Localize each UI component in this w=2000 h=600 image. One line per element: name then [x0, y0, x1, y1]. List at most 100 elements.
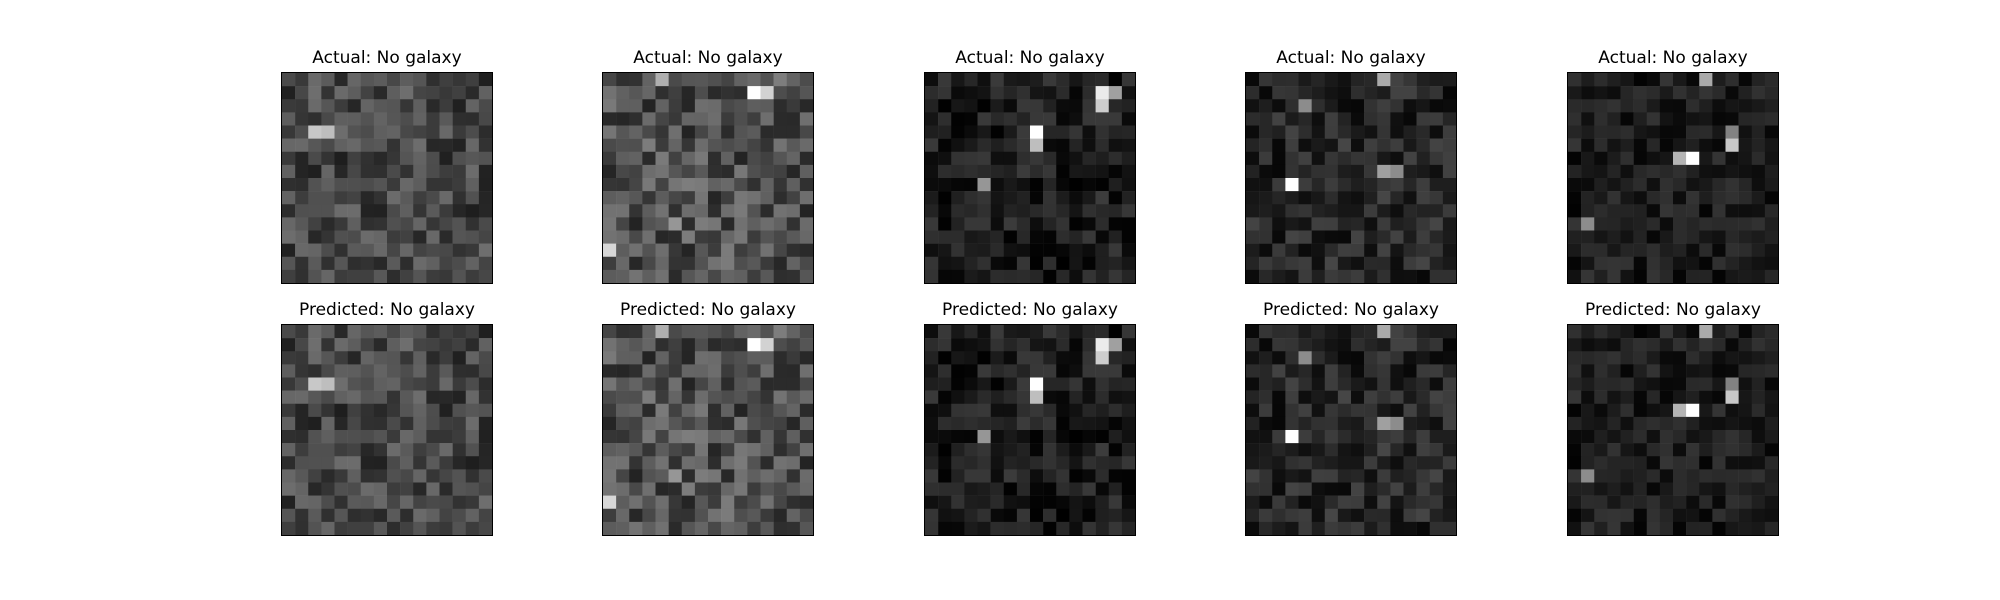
image-pixel [334, 351, 348, 365]
image-pixel [1285, 230, 1299, 244]
image-pixel [1246, 390, 1260, 405]
image-pixel [1751, 217, 1766, 231]
image-pixel [1285, 338, 1299, 352]
image-pixel [1311, 243, 1326, 258]
image-pixel [734, 138, 748, 153]
image-pixel [1725, 364, 1739, 378]
image-pixel [426, 443, 440, 457]
image-pixel [668, 377, 683, 391]
image-pixel [655, 495, 669, 510]
image-pixel [400, 521, 414, 535]
image-pixel [1246, 351, 1260, 365]
image-pixel [1725, 243, 1739, 258]
image-pixel [616, 112, 630, 126]
image-pixel [282, 430, 296, 444]
image-pixel [373, 403, 388, 418]
image-pixel [1298, 364, 1312, 378]
image-pixel [1594, 469, 1608, 483]
image-pixel [1108, 521, 1123, 535]
image-pixel [1699, 521, 1713, 535]
image-pixel [334, 377, 348, 391]
image-pixel [1416, 191, 1431, 205]
image-pixel [760, 377, 774, 391]
image-pixel [1442, 164, 1456, 179]
image-pixel [938, 443, 952, 457]
image-pixel [1403, 482, 1417, 496]
image-pixel [452, 469, 467, 483]
image-pixel [629, 430, 643, 444]
image-pixel [1082, 256, 1096, 271]
image-pixel [1030, 482, 1044, 496]
image-pixel [1082, 204, 1096, 218]
image-pixel [694, 204, 709, 218]
image-pixel [1056, 351, 1070, 365]
image-pixel [925, 204, 939, 218]
image-pixel [655, 325, 669, 339]
image-pixel [1016, 125, 1031, 139]
image-pixel [708, 269, 722, 283]
image-pixel [1659, 204, 1674, 218]
image-pixel [1699, 138, 1713, 153]
image-pixel [760, 495, 774, 510]
image-pixel [373, 390, 388, 405]
image-pixel [1056, 430, 1070, 444]
image-pixel [925, 230, 939, 244]
image-pixel [1568, 390, 1582, 405]
image-pixel [1659, 338, 1674, 352]
image-pixel [1069, 508, 1083, 523]
image-pixel [1620, 204, 1634, 218]
image-pixel [1246, 482, 1260, 496]
image-pixel [681, 99, 696, 113]
image-pixel [1620, 495, 1634, 510]
image-pixel [1285, 178, 1299, 192]
image-pixel [1620, 138, 1634, 153]
image-pixel [629, 325, 643, 339]
image-pixel [1246, 204, 1260, 218]
image-pixel [1311, 230, 1326, 244]
image-pixel [708, 508, 722, 523]
image-pixel [786, 230, 801, 244]
image-pixel [1581, 73, 1595, 87]
image-pixel [760, 204, 774, 218]
image-pixel [1764, 178, 1778, 192]
image-pixel [1324, 243, 1339, 258]
image-pixel [1246, 325, 1260, 339]
image-pixel [1646, 178, 1661, 192]
image-pixel [734, 243, 748, 258]
image-pixel [347, 443, 362, 457]
image-pixel [799, 138, 813, 153]
image-pixel [1390, 521, 1404, 535]
image-pixel [951, 112, 965, 126]
image-pixel [1659, 243, 1674, 258]
image-pixel [925, 112, 939, 126]
image-pixel [1738, 256, 1753, 271]
image-pixel [1056, 338, 1070, 352]
image-pixel [1607, 416, 1621, 431]
image-pixel [1043, 112, 1057, 126]
image-pixel [734, 178, 748, 192]
image-pixel [1390, 178, 1404, 192]
image-pixel [655, 86, 669, 100]
image-pixel [1725, 521, 1739, 535]
image-pixel [1416, 469, 1431, 483]
image-pixel [964, 508, 978, 523]
image-pixel [1246, 191, 1260, 205]
image-pixel [616, 443, 630, 457]
image-pixel [1246, 521, 1260, 535]
image-pixel [1272, 325, 1286, 339]
image-pixel [1337, 151, 1352, 166]
image-pixel [1594, 243, 1608, 258]
image-pixel [282, 112, 296, 126]
image-pixel [1377, 364, 1391, 378]
image-pixel [1607, 191, 1621, 205]
image-pixel [642, 73, 656, 87]
image-pixel [308, 86, 322, 100]
image-pixel [1121, 178, 1135, 192]
image-pixel [694, 138, 709, 153]
image-pixel [308, 469, 322, 483]
image-pixel [1738, 125, 1753, 139]
image-pixel [1311, 416, 1326, 431]
image-pixel [786, 164, 801, 179]
image-pixel [387, 364, 401, 378]
image-pixel [1108, 377, 1123, 391]
